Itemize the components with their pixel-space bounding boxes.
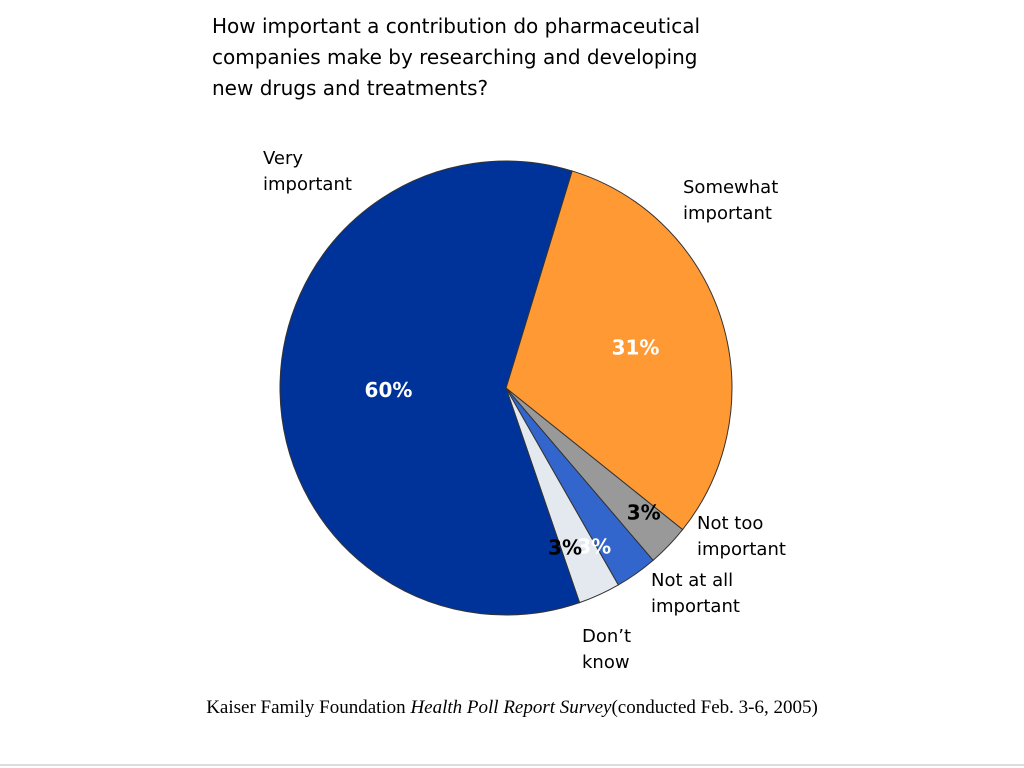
slice-category-label: Don’t know <box>582 626 631 673</box>
slice-category-label: Not at all important <box>651 570 740 617</box>
slice-value-label: 3% <box>627 501 661 525</box>
pie-slices <box>279 160 733 616</box>
category-labels: Somewhat important Not too important Not at … <box>263 148 786 673</box>
pie-slice <box>279 160 581 616</box>
pie-slice <box>505 170 733 531</box>
source-title: Health Poll Report Survey <box>410 697 612 718</box>
slice-value-label: 60% <box>365 378 413 402</box>
title-line: How important a contribution do pharmace… <box>212 14 700 38</box>
title-line: new drugs and treatments? <box>212 76 488 100</box>
source-prefix: Kaiser Family Foundation <box>206 697 411 718</box>
slice-value-label: 3% <box>577 535 611 559</box>
slice-category-label: Very important <box>263 148 352 195</box>
slice-value-label: 31% <box>612 336 660 360</box>
title-line: companies make by researching and develo… <box>212 45 698 69</box>
source-suffix: (conducted Feb. 3-6, 2005) <box>611 697 818 718</box>
value-labels: 31%3%3%3%60% <box>365 336 661 560</box>
slice-category-label: Somewhat important <box>683 177 778 224</box>
source-note: Kaiser Family Foundation Health Poll Rep… <box>0 697 1024 719</box>
slice-category-label: Not too important <box>697 513 786 560</box>
bottom-divider <box>0 764 1024 766</box>
slice-value-label: 3% <box>548 536 582 560</box>
chart-title: How important a contribution do pharmace… <box>212 14 700 100</box>
